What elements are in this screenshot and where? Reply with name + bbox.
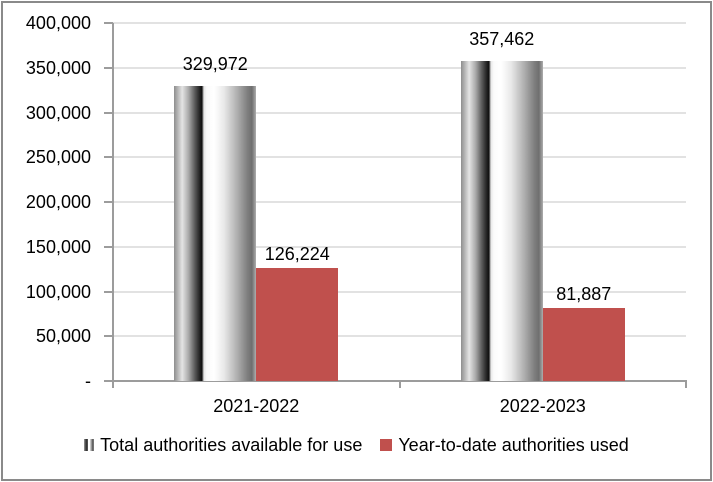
- y-axis-label: 250,000: [25, 147, 91, 168]
- y-tick-mark: [104, 111, 113, 114]
- x-tick-mark: [685, 382, 687, 388]
- y-tick-mark: [104, 156, 113, 159]
- h-gridline: [113, 22, 686, 24]
- x-axis-line: [112, 380, 687, 382]
- bar-total-available-2021-2022: [174, 85, 257, 381]
- legend-label-total-authorities: Total authorities available for use: [100, 435, 363, 455]
- bar-ytd-used-2022-2023: [542, 307, 625, 381]
- h-gridline: [113, 156, 686, 159]
- y-tick-mark: [104, 290, 113, 293]
- bar-chart: 400,000 350,000 300,000 250,000 200,000 150,0…: [3, 3, 710, 479]
- h-gridline: [113, 66, 686, 69]
- y-axis-label: 100,000: [25, 281, 91, 302]
- x-tick-mark: [112, 382, 114, 388]
- h-gridline: [113, 201, 686, 203]
- y-axis-label: 300,000: [25, 102, 91, 123]
- y-tick-mark: [104, 22, 113, 24]
- y-axis-label: 350,000: [25, 57, 91, 78]
- y-axis-label: 150,000: [25, 236, 91, 257]
- y-tick-mark: [104, 66, 113, 69]
- x-tick-mark: [398, 382, 401, 388]
- legend-label-ytd-used: Year-to-date authorities used: [398, 435, 629, 455]
- y-axis-line: [112, 23, 114, 383]
- h-gridline: [113, 290, 686, 293]
- y-tick-mark: [104, 380, 113, 382]
- y-tick-mark: [104, 201, 113, 203]
- y-tick-mark: [104, 335, 113, 338]
- h-gridline: [113, 245, 686, 248]
- category-label: 2022-2023: [499, 396, 586, 416]
- h-gridline: [113, 111, 686, 114]
- bar-value-label-total-available-2021-2022: 329,972: [182, 53, 248, 74]
- category-label: 2021-2022: [213, 396, 300, 416]
- legend: Total authorities available for use Year…: [3, 433, 710, 457]
- bar-total-available-2022-2023: [460, 61, 543, 381]
- h-gridline: [113, 335, 686, 338]
- bar-value-label-ytd-used-2022-2023: 81,887: [556, 283, 612, 304]
- y-axis-label: 200,000: [25, 192, 91, 212]
- y-axis-label: -: [85, 371, 91, 391]
- bar-value-label-total-available-2022-2023: 357,462: [469, 29, 535, 50]
- y-axis-label: 50,000: [35, 326, 91, 347]
- bar-value-label-ytd-used-2021-2022: 126,224: [264, 244, 330, 265]
- y-axis-label: 400,000: [25, 13, 91, 33]
- bar-ytd-used-2021-2022: [256, 268, 339, 381]
- gray-double-bar-legend-icon: [84, 439, 95, 451]
- y-tick-mark: [104, 245, 113, 248]
- legend-item-ytd-used: Year-to-date authorities used: [380, 434, 629, 456]
- legend-item-total-authorities: Total authorities available for use: [84, 434, 362, 456]
- red-square-legend-icon: [380, 439, 393, 451]
